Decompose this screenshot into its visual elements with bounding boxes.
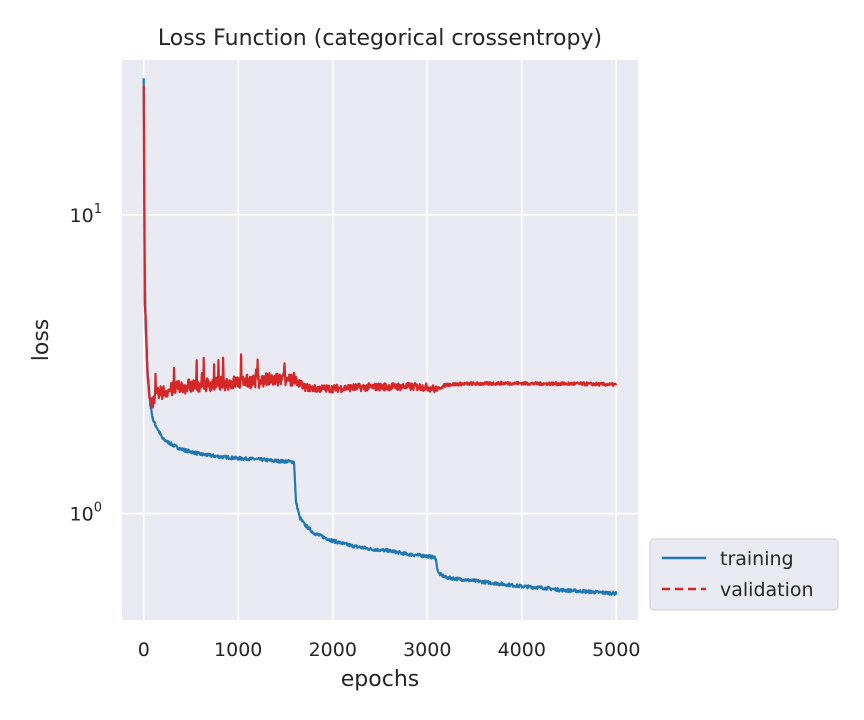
x-tick-label: 5000 [592, 639, 640, 661]
legend: training validation [649, 538, 839, 611]
series-line-training [142, 78, 618, 596]
y-tick-labels: 100 101 [70, 202, 102, 526]
y-axis-label: loss [29, 319, 54, 362]
series-line-validation [142, 85, 618, 409]
legend-validation-label: validation [720, 579, 814, 601]
series-layer [142, 78, 618, 596]
x-tick-label: 0 [138, 639, 150, 661]
x-tick-label: 3000 [403, 639, 451, 661]
x-tick-labels: 0 1000 2000 3000 4000 5000 [138, 639, 641, 661]
y-tick-label: 100 [70, 501, 102, 526]
y-tick-label: 101 [70, 202, 102, 227]
x-axis-label: epochs [341, 667, 419, 692]
x-tick-label: 4000 [498, 639, 546, 661]
x-tick-label: 1000 [214, 639, 262, 661]
x-tick-label: 2000 [309, 639, 357, 661]
chart-title: Loss Function (categorical crossentropy) [158, 26, 602, 51]
legend-training-label: training [720, 548, 794, 570]
grid-x [142, 60, 618, 620]
grid-y [122, 214, 638, 515]
plot-background [122, 60, 638, 620]
